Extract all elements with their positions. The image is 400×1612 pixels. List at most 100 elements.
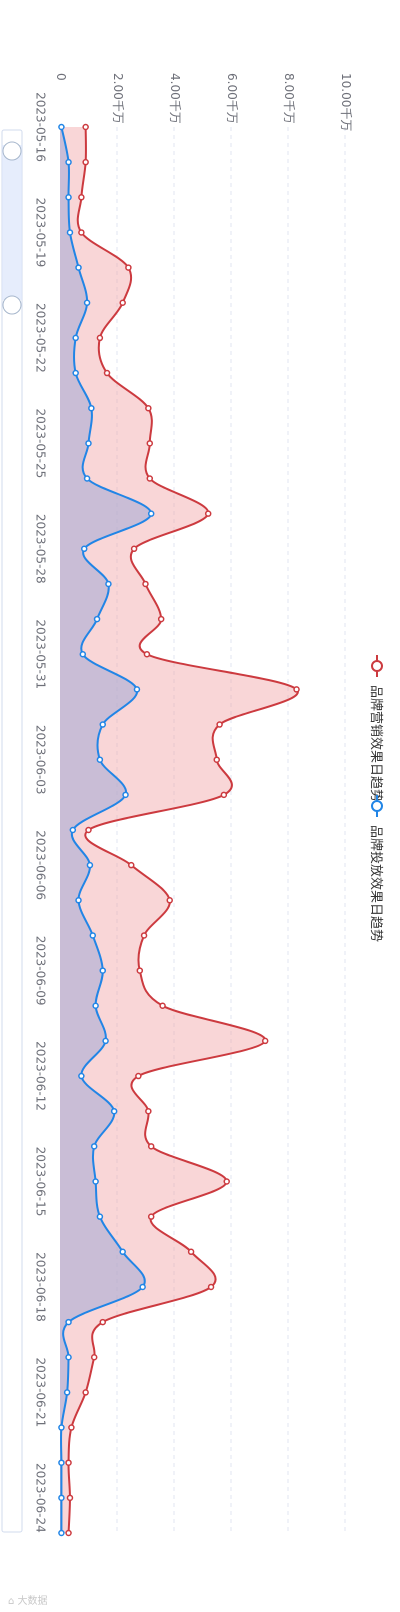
data-point[interactable]	[146, 440, 154, 447]
data-point[interactable]	[72, 369, 79, 377]
data-point[interactable]	[88, 404, 95, 412]
data-point[interactable]	[140, 932, 148, 939]
data-point[interactable]	[139, 1283, 146, 1291]
data-point[interactable]	[220, 791, 228, 799]
data-point[interactable]	[89, 932, 97, 939]
data-point[interactable]	[96, 1213, 104, 1220]
data-point[interactable]	[187, 1248, 195, 1256]
data-point[interactable]	[125, 264, 132, 271]
data-point[interactable]	[69, 826, 77, 834]
date-tick-label: 2023-06-15	[34, 1147, 48, 1217]
data-point[interactable]	[130, 545, 138, 553]
data-point[interactable]	[102, 1037, 109, 1045]
data-point[interactable]	[146, 475, 154, 482]
legend-label[interactable]: 品牌投放效果日趋势	[368, 825, 384, 942]
data-point[interactable]	[157, 615, 165, 623]
legend-label[interactable]: 品牌营销效果日趋势	[368, 685, 384, 802]
legend-swatch-marker[interactable]	[371, 800, 383, 812]
data-point[interactable]	[110, 1107, 118, 1115]
data-point[interactable]	[142, 580, 149, 588]
data-point[interactable]	[65, 1459, 72, 1466]
data-point[interactable]	[58, 1459, 65, 1466]
data-point[interactable]	[261, 1037, 269, 1045]
data-point[interactable]	[83, 299, 91, 306]
data-point[interactable]	[122, 791, 129, 799]
data-point[interactable]	[85, 826, 92, 834]
data-point[interactable]	[133, 686, 141, 693]
slider-selection[interactable]	[2, 145, 22, 300]
data-point[interactable]	[145, 1107, 152, 1115]
data-point[interactable]	[213, 756, 220, 763]
data-point[interactable]	[145, 404, 152, 412]
date-tick-label: 2023-06-18	[34, 1252, 48, 1322]
value-tick-label: 2.00千万	[111, 73, 125, 124]
data-point[interactable]	[166, 897, 173, 904]
data-point[interactable]	[159, 1002, 166, 1009]
data-point[interactable]	[65, 1354, 72, 1361]
data-point[interactable]	[136, 967, 144, 974]
data-point[interactable]	[80, 545, 88, 553]
data-point[interactable]	[90, 1143, 98, 1150]
data-point[interactable]	[78, 1072, 85, 1080]
data-point[interactable]	[204, 510, 212, 517]
data-point[interactable]	[147, 1143, 155, 1150]
data-point[interactable]	[135, 1072, 142, 1080]
data-point[interactable]	[86, 861, 94, 869]
slider-start-handle[interactable]	[2, 141, 22, 161]
data-point[interactable]	[119, 1248, 126, 1256]
data-point[interactable]	[93, 615, 101, 623]
data-point[interactable]	[119, 299, 126, 306]
data-point[interactable]	[68, 1424, 75, 1431]
data-zoom-slider[interactable]	[1, 129, 23, 1533]
data-point[interactable]	[147, 1213, 155, 1220]
data-point[interactable]	[92, 1178, 99, 1185]
series-area	[60, 127, 298, 1533]
slider-end-handle[interactable]	[2, 295, 22, 315]
data-point[interactable]	[82, 1389, 89, 1396]
data-point[interactable]	[58, 1494, 65, 1502]
legend-swatch-marker[interactable]	[371, 660, 383, 672]
data-point[interactable]	[99, 721, 106, 728]
data-point[interactable]	[128, 861, 135, 869]
data-point[interactable]	[92, 1002, 99, 1009]
data-point[interactable]	[78, 229, 85, 236]
data-point[interactable]	[78, 194, 85, 201]
data-point[interactable]	[207, 1283, 215, 1291]
date-tick-label: 2023-06-21	[34, 1358, 48, 1428]
data-point[interactable]	[65, 1318, 72, 1326]
data-point[interactable]	[83, 475, 91, 482]
data-point[interactable]	[99, 1318, 106, 1326]
data-point[interactable]	[90, 1354, 98, 1361]
data-point[interactable]	[75, 897, 82, 904]
data-point[interactable]	[75, 264, 82, 271]
data-point[interactable]	[82, 123, 89, 131]
data-point[interactable]	[105, 580, 112, 588]
data-point[interactable]	[293, 686, 300, 693]
data-point[interactable]	[79, 651, 87, 658]
data-point[interactable]	[82, 158, 89, 166]
data-point[interactable]	[65, 158, 72, 166]
data-point[interactable]	[63, 1389, 71, 1396]
data-point[interactable]	[66, 229, 74, 236]
data-point[interactable]	[96, 334, 104, 342]
data-point[interactable]	[58, 123, 65, 131]
data-point[interactable]	[103, 369, 111, 377]
data-point[interactable]	[223, 1178, 230, 1185]
data-point[interactable]	[65, 194, 72, 201]
date-tick-label: 2023-05-31	[34, 619, 48, 689]
data-point[interactable]	[147, 510, 155, 517]
data-point[interactable]	[58, 1424, 65, 1431]
date-tick-label: 2023-05-19	[34, 198, 48, 268]
data-point[interactable]	[58, 1529, 65, 1537]
data-point[interactable]	[66, 1494, 74, 1502]
data-point[interactable]	[85, 440, 92, 447]
data-point[interactable]	[96, 756, 104, 763]
data-point[interactable]	[65, 1529, 72, 1537]
slider-track[interactable]	[1, 129, 23, 1533]
data-point[interactable]	[143, 651, 151, 658]
watermark-text: ⌂ 大数据	[8, 1596, 48, 1607]
data-point[interactable]	[99, 967, 106, 974]
data-point[interactable]	[72, 334, 79, 342]
data-point[interactable]	[216, 721, 223, 728]
